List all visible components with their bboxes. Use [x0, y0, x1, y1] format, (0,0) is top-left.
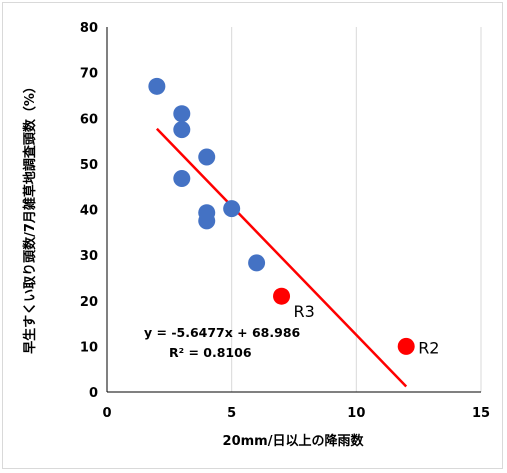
- trendline-r-squared: R² = 0.8106: [169, 345, 252, 360]
- y-axis-title: 早生すくい取り頭数/7月雑草地調査頭数（%）: [22, 80, 38, 354]
- trendline: [155, 127, 408, 388]
- data-points: [148, 77, 415, 355]
- y-tick-label: 50: [80, 158, 98, 173]
- y-tick-label: 30: [80, 249, 98, 264]
- data-point: [397, 337, 415, 355]
- y-tick-label: 10: [80, 340, 98, 355]
- data-point: [173, 105, 191, 123]
- y-tick-label: 40: [80, 204, 98, 219]
- data-point: [223, 200, 241, 218]
- point-label-r2: R2: [418, 338, 439, 357]
- y-tick-label: 20: [80, 295, 98, 310]
- y-tick-label: 70: [80, 67, 98, 82]
- data-point: [198, 148, 216, 166]
- trendline-equation: y = -5.6477x + 68.986: [144, 325, 301, 340]
- point-labels: R3 R2: [294, 302, 440, 357]
- data-point: [273, 287, 291, 305]
- x-axis-title: 20mm/日以上の降雨数: [223, 433, 365, 449]
- chart-frame: [2, 2, 503, 469]
- data-point: [173, 169, 191, 187]
- data-point: [173, 121, 191, 139]
- data-point: [148, 77, 166, 95]
- y-tick-labels: 0 10 20 30 40 50 60 70 80: [80, 21, 98, 401]
- y-tick-label: 60: [80, 112, 98, 127]
- y-tick-label: 80: [80, 21, 98, 36]
- data-point: [248, 254, 266, 272]
- x-tick-labels: 0 5 10 15: [102, 406, 490, 421]
- x-tick-label: 5: [227, 406, 236, 421]
- x-tick-label: 0: [102, 406, 111, 421]
- x-tick-label: 15: [472, 406, 490, 421]
- y-tick-label: 0: [89, 386, 98, 401]
- x-tick-label: 10: [347, 406, 365, 421]
- point-label-r3: R3: [294, 302, 315, 321]
- data-point: [198, 212, 216, 230]
